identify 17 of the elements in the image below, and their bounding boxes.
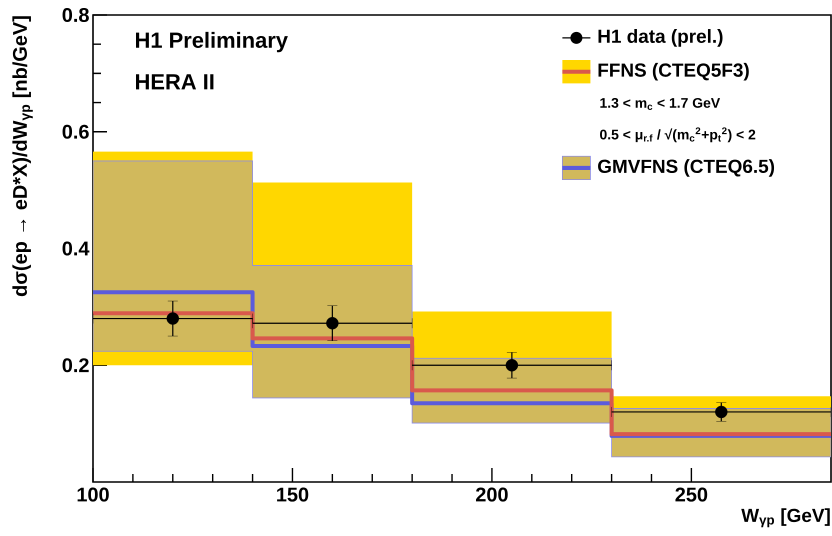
text: HERA II [136, 74, 214, 90]
x-tick-label: 100 [78, 488, 109, 502]
legend-label: FFNS (CTEQ5F3) [598, 62, 749, 81]
y-tick-label: 0.8 [62, 8, 89, 22]
text: 0.5 < μ$_{r.f}$ / √(m$_{c}$$^{2}$+p$_{t}$$^{2}$) < 2 [600, 127, 756, 142]
annotation: 1.3 < m$_{c}$ < 1.7 GeV [600, 98, 720, 110]
x-tick-label: 200 [476, 488, 508, 502]
x-tick-label: 250 [675, 488, 708, 502]
x-tick-label: 150 [277, 488, 308, 502]
y-tick-label: 0.6 [62, 124, 89, 139]
y-tick-label: 0.4 [62, 241, 90, 256]
y-axis-title: dσ(ep → eD*X)/dW$_{γp}$ [nb/GeV] [12, 16, 33, 296]
y-tick-label: 0.2 [62, 358, 89, 372]
x-axis-title: W$_{γp}$ [GeV] [741, 508, 830, 528]
text: H1 Preliminary [136, 32, 288, 52]
legend-label: GMVFNS (CTEQ6.5) [598, 159, 774, 177]
legend-label: H1 data (prel.) [598, 29, 723, 47]
